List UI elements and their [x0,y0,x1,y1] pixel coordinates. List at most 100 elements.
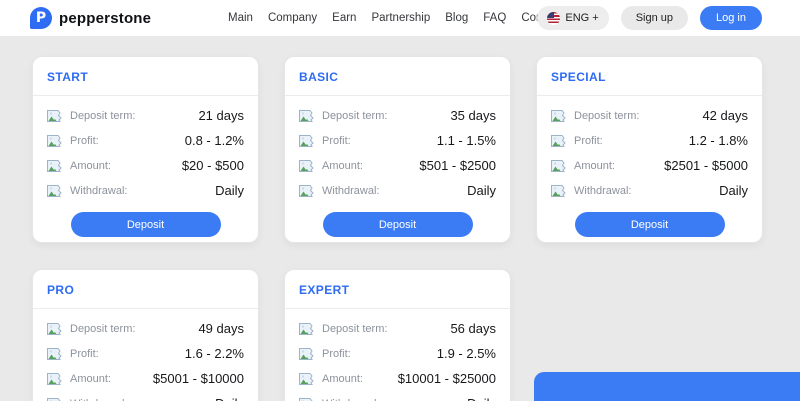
deposit-button[interactable]: Deposit [574,212,725,237]
detail-label: Profit: [322,347,351,360]
detail-label: Withdrawal: [574,184,632,197]
detail-label: Withdrawal: [70,398,215,401]
detail-value: 49 days [198,321,244,336]
plan-title: START [47,70,89,84]
main-nav: Main Company Earn Partnership Blog FAQ C… [228,12,567,24]
detail-label: Deposit term: [70,109,136,122]
detail-label: Withdrawal: [322,184,380,197]
plan-detail-row: Amount: $2501 - $5000 [551,153,748,178]
plan-card: PRO Deposit term: 49 days Profit: 1.6 - … [32,269,259,401]
plan-detail-row: Withdrawal: Daily [47,178,244,203]
card-divider [285,95,510,96]
detail-label: Amount: [70,159,111,172]
detail-label: Profit: [574,134,603,147]
plan-detail-row: Profit: 1.6 - 2.2% [47,341,244,366]
detail-label: Deposit term: [70,322,136,335]
detail-value: 35 days [450,108,496,123]
broken-image-icon [47,159,62,172]
plan-detail-row: Deposit term: 49 days [47,316,244,341]
broken-image-icon [299,159,314,172]
deposit-button[interactable]: Deposit [70,212,221,237]
deposit-button[interactable]: Deposit [322,212,473,237]
detail-value: 1.9 - 2.5% [436,346,496,361]
us-flag-icon [547,11,561,25]
broken-image-icon [551,109,566,122]
detail-value: 56 days [450,321,496,336]
pepperstone-logo-icon: P [30,7,52,29]
plans-grid: START Deposit term: 21 days Profit: 0.8 … [32,56,763,401]
plan-detail-row: Profit: 0.8 - 1.2% [47,128,244,153]
broken-image-icon [299,347,314,360]
detail-value: 42 days [702,108,748,123]
plan-detail-row: Amount: $501 - $2500 [299,153,496,178]
plan-detail-row: Amount: $10001 - $25000 [299,366,496,391]
broken-image-icon [47,134,62,147]
broken-image-icon [551,184,566,197]
detail-label: Withdrawal: [322,398,467,401]
plan-title: EXPERT [299,283,350,297]
card-divider [33,308,258,309]
detail-value: $2501 - $5000 [664,158,748,173]
plan-detail-row: Amount: $5001 - $10000 [47,366,244,391]
plan-detail-row: Withdrawal: Daily [47,391,244,401]
card-divider [33,95,258,96]
plan-detail-row: Deposit term: 56 days [299,316,496,341]
broken-image-icon [47,109,62,122]
broken-image-icon [299,397,314,401]
plan-detail-row: Withdrawal: Daily [299,178,496,203]
detail-value: 1.6 - 2.2% [184,346,244,361]
plan-title: BASIC [299,70,339,84]
signup-button[interactable]: Sign up [620,6,689,30]
broken-image-icon [551,134,566,147]
brand-logo[interactable]: P pepperstone [30,7,151,29]
bottom-right-blue-panel[interactable] [534,372,800,401]
broken-image-icon [551,159,566,172]
detail-value: $20 - $500 [181,158,244,173]
detail-label: Deposit term: [322,109,388,122]
nav-item-company[interactable]: Company [267,12,318,24]
detail-label: Profit: [322,134,351,147]
plan-detail-row: Profit: 1.2 - 1.8% [551,128,748,153]
detail-label: Profit: [70,134,99,147]
detail-value: 0.8 - 1.2% [184,133,244,148]
detail-label: Deposit term: [574,109,640,122]
plan-card: BASIC Deposit term: 35 days Profit: 1.1 … [284,56,511,243]
detail-value: 21 days [198,108,244,123]
broken-image-icon [47,322,62,335]
detail-value: Daily [467,396,496,401]
broken-image-icon [47,184,62,197]
plan-detail-row: Deposit term: 42 days [551,103,748,128]
detail-value: 1.2 - 1.8% [688,133,748,148]
broken-image-icon [299,184,314,197]
detail-value: Daily [467,183,496,198]
plan-detail-row: Amount: $20 - $500 [47,153,244,178]
login-button[interactable]: Log in [700,6,762,30]
brand-name: pepperstone [59,9,152,27]
detail-label: Withdrawal: [70,184,128,197]
plan-detail-row: Profit: 1.1 - 1.5% [299,128,496,153]
broken-image-icon [299,372,314,385]
detail-label: Profit: [70,347,99,360]
detail-label: Amount: [70,372,111,385]
detail-value: $10001 - $25000 [397,371,496,386]
nav-item-partnership[interactable]: Partnership [371,12,431,24]
plan-card: SPECIAL Deposit term: 42 days Profit: 1.… [536,56,763,243]
nav-item-faq[interactable]: FAQ [483,12,507,24]
plan-detail-row: Withdrawal: Daily [551,178,748,203]
language-label: ENG + [565,12,599,24]
plan-card: START Deposit term: 21 days Profit: 0.8 … [32,56,259,243]
broken-image-icon [47,372,62,385]
broken-image-icon [47,397,62,401]
detail-value: 1.1 - 1.5% [436,133,496,148]
detail-value: $501 - $2500 [419,158,496,173]
nav-item-main[interactable]: Main [228,12,253,24]
nav-item-blog[interactable]: Blog [445,12,469,24]
language-selector[interactable]: ENG + [537,6,609,30]
plan-card: EXPERT Deposit term: 56 days Profit: 1.9… [284,269,511,401]
detail-value: Daily [719,183,748,198]
nav-item-earn[interactable]: Earn [332,12,357,24]
detail-label: Amount: [574,159,615,172]
header: P pepperstone Main Company Earn Partners… [0,0,800,36]
detail-value: Daily [215,396,244,401]
